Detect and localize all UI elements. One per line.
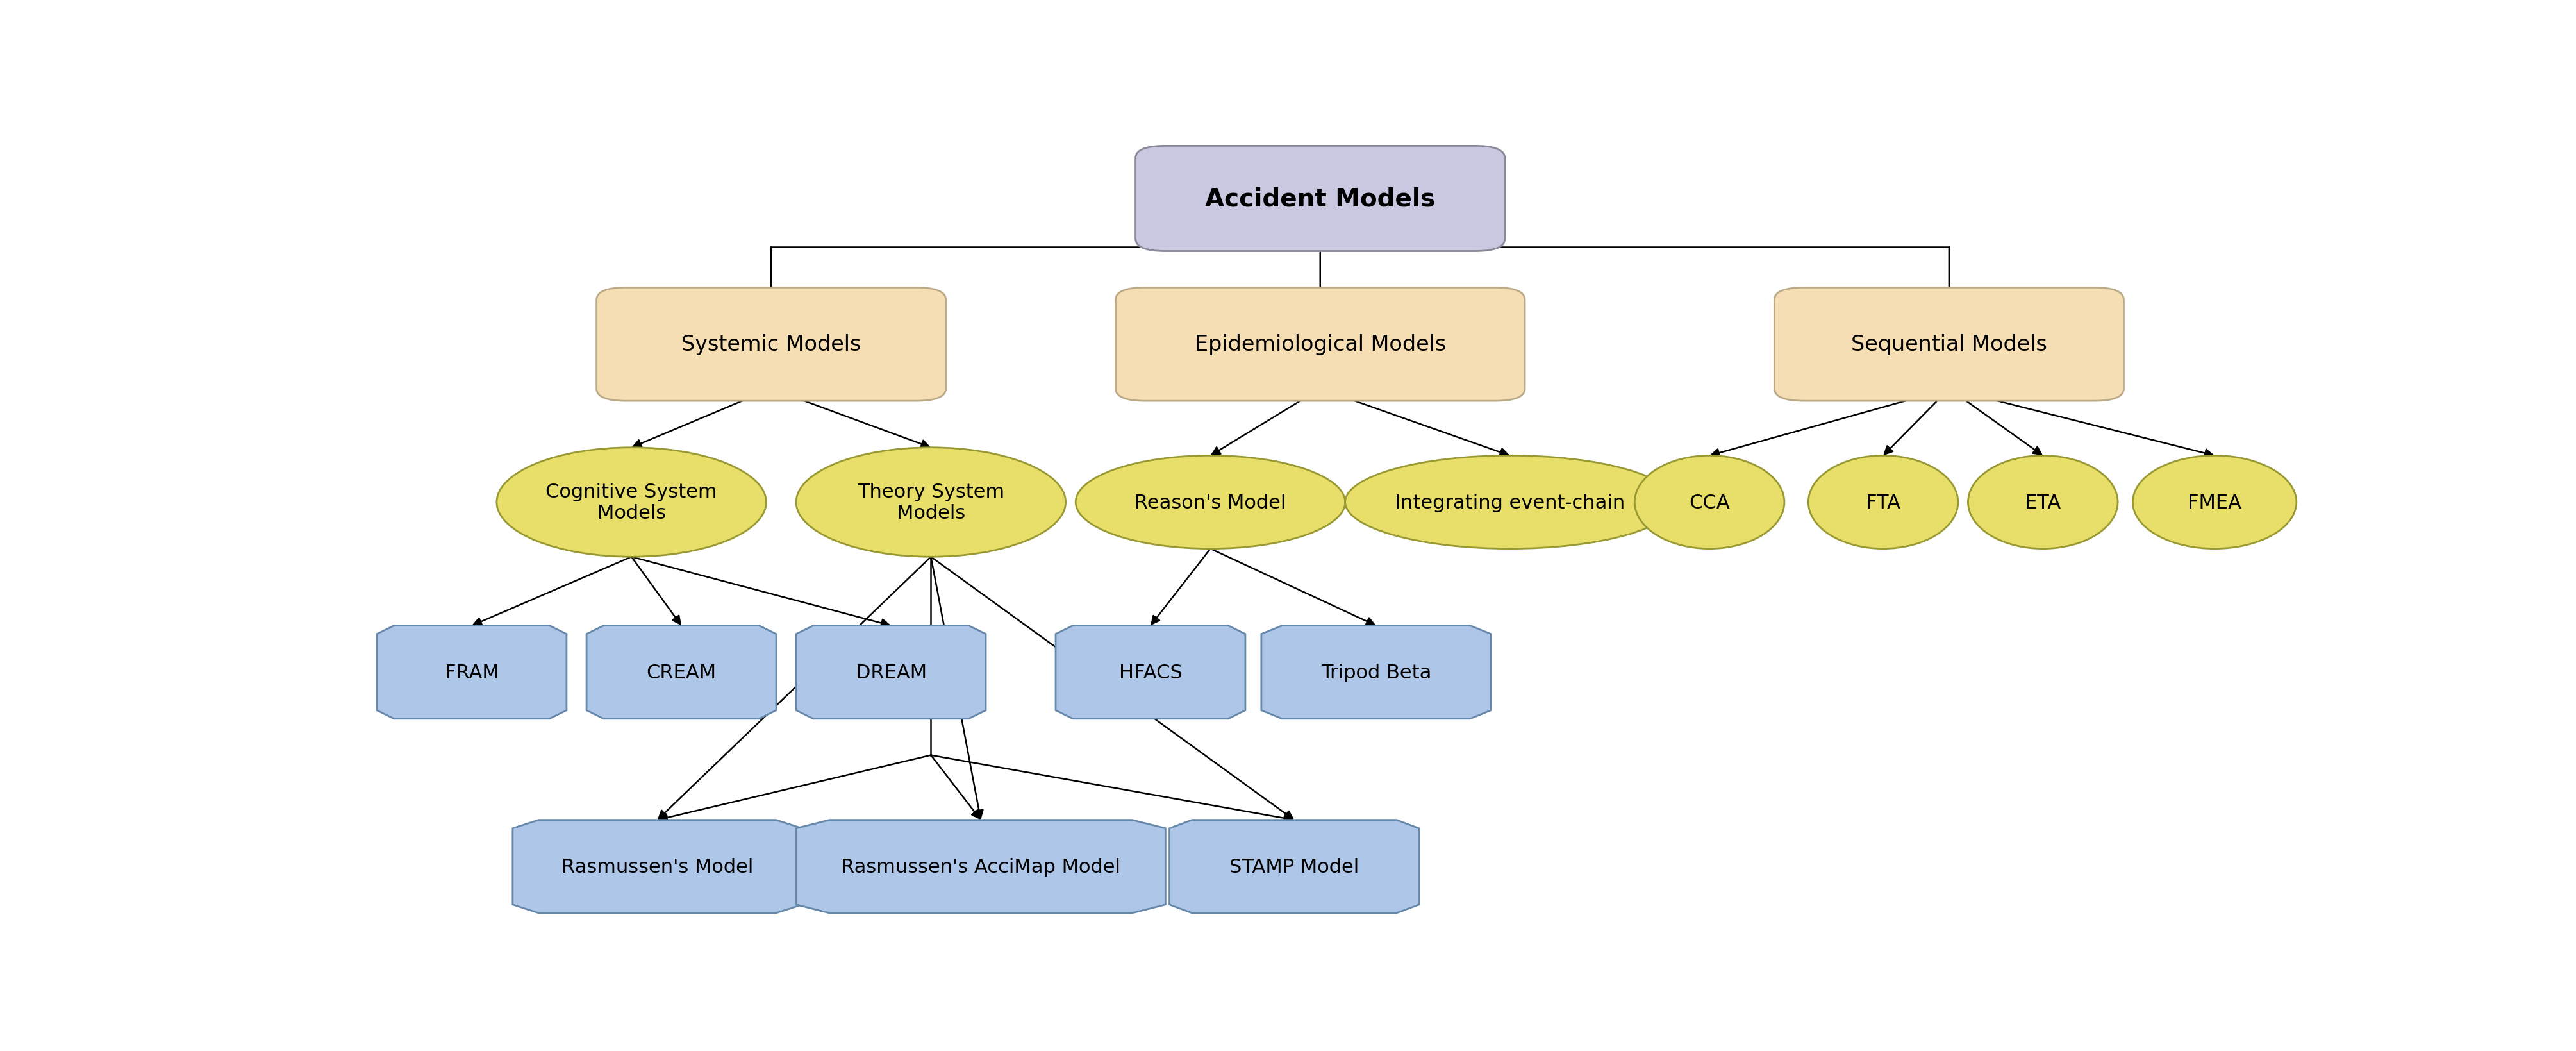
Text: Cognitive System
Models: Cognitive System Models	[546, 482, 716, 522]
Text: Integrating event-chain: Integrating event-chain	[1394, 493, 1625, 512]
Text: Rasmussen's AcciMap Model: Rasmussen's AcciMap Model	[842, 858, 1121, 875]
Ellipse shape	[796, 448, 1066, 557]
Text: FMEA: FMEA	[2187, 493, 2241, 512]
Ellipse shape	[1808, 456, 1958, 549]
Text: FTA: FTA	[1865, 493, 1901, 512]
Polygon shape	[1262, 625, 1492, 719]
FancyBboxPatch shape	[1136, 146, 1504, 251]
Text: Rasmussen's Model: Rasmussen's Model	[562, 858, 752, 875]
Text: FRAM: FRAM	[446, 663, 500, 682]
Ellipse shape	[1636, 456, 1785, 549]
Text: STAMP Model: STAMP Model	[1229, 858, 1360, 875]
FancyBboxPatch shape	[1775, 288, 2123, 401]
Text: ETA: ETA	[2025, 493, 2061, 512]
Ellipse shape	[1077, 456, 1345, 549]
Polygon shape	[796, 820, 1164, 913]
Text: CREAM: CREAM	[647, 663, 716, 682]
Text: DREAM: DREAM	[855, 663, 927, 682]
Ellipse shape	[2133, 456, 2295, 549]
Polygon shape	[796, 625, 987, 719]
Polygon shape	[376, 625, 567, 719]
Text: Tripod Beta: Tripod Beta	[1321, 663, 1432, 682]
Text: Theory System
Models: Theory System Models	[858, 482, 1005, 522]
Polygon shape	[513, 820, 801, 913]
Polygon shape	[1056, 625, 1244, 719]
Text: Reason's Model: Reason's Model	[1133, 493, 1285, 512]
Text: Sequential Models: Sequential Models	[1852, 334, 2048, 355]
Text: CCA: CCA	[1690, 493, 1731, 512]
Text: Systemic Models: Systemic Models	[680, 334, 860, 355]
FancyBboxPatch shape	[1115, 288, 1525, 401]
Text: Accident Models: Accident Models	[1206, 187, 1435, 211]
Polygon shape	[587, 625, 775, 719]
Text: Epidemiological Models: Epidemiological Models	[1195, 334, 1445, 355]
Text: HFACS: HFACS	[1118, 663, 1182, 682]
Ellipse shape	[1345, 456, 1674, 549]
Ellipse shape	[1968, 456, 2117, 549]
Ellipse shape	[497, 448, 765, 557]
Polygon shape	[1170, 820, 1419, 913]
FancyBboxPatch shape	[598, 288, 945, 401]
